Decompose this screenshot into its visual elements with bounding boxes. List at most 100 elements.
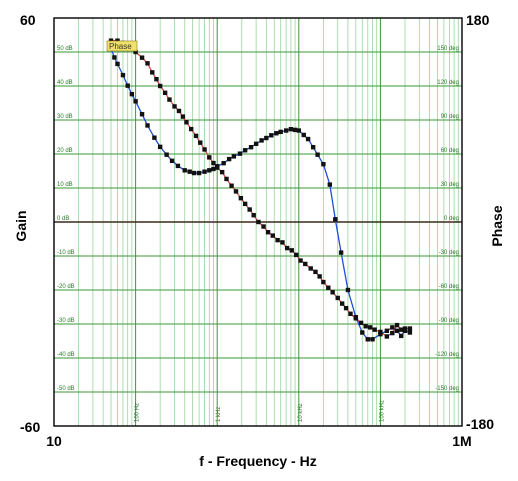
gain-point <box>129 91 135 97</box>
phase-point <box>378 329 383 335</box>
phase-point <box>270 233 275 238</box>
phase-point <box>284 245 290 251</box>
gain-point <box>288 126 294 132</box>
gain-point <box>145 123 150 128</box>
phase-point <box>176 108 182 114</box>
frequency-tick-label: 1 kHz <box>216 407 222 422</box>
gain-point <box>353 315 359 320</box>
phase-point <box>313 269 318 275</box>
phase-point <box>321 279 326 285</box>
gain-tick-label: -50 dB <box>57 386 75 392</box>
phase-tick-label: -120 deg <box>435 352 459 358</box>
gain-point <box>253 141 259 146</box>
phase-tick-label: -90 deg <box>439 318 459 324</box>
gain-point <box>327 182 333 187</box>
plot-frame <box>53 17 463 427</box>
gain-point <box>120 72 126 78</box>
phase-tick-label: -30 deg <box>439 250 459 256</box>
gain-point <box>248 145 254 150</box>
gain-point <box>402 328 408 333</box>
phase-point <box>308 266 313 271</box>
phase-point <box>363 324 368 329</box>
phase-point <box>326 285 331 290</box>
phase-point <box>167 97 172 102</box>
phase-point <box>184 120 189 125</box>
phase-point <box>247 207 252 212</box>
gain-tick-label: 10 dB <box>57 182 73 188</box>
gain-tick-label: -20 dB <box>57 284 75 290</box>
gain-point <box>338 250 344 255</box>
gain-point <box>384 328 390 333</box>
phase-point <box>242 201 248 207</box>
gain-point <box>301 132 306 138</box>
phase-point <box>294 252 299 258</box>
phase-point <box>115 38 120 43</box>
gain-point <box>269 133 274 138</box>
phase-point <box>399 327 404 332</box>
gain-point <box>115 61 120 67</box>
gain-tick-label: 40 dB <box>57 80 73 86</box>
gain-point <box>315 152 320 157</box>
legend: Phase <box>106 40 138 52</box>
y-left-axis-title: Gain <box>13 210 29 241</box>
phase-point <box>162 90 168 95</box>
phase-point <box>298 258 303 263</box>
y-left-top-label: 60 <box>20 12 36 28</box>
y-left-bottom-label: -60 <box>20 419 40 435</box>
phase-tick-label: -150 deg <box>435 386 459 392</box>
phase-point <box>402 326 408 331</box>
gain-point <box>187 169 192 174</box>
phase-point <box>339 301 345 306</box>
gain-point <box>333 217 338 222</box>
gain-point <box>399 333 404 339</box>
phase-point <box>317 274 322 279</box>
phase-point <box>348 311 353 316</box>
phase-point <box>157 83 163 89</box>
gain-tick-label: 0 dB <box>57 216 69 222</box>
frequency-tick-label: 100 kHz <box>379 400 385 422</box>
phase-series-line <box>111 40 410 338</box>
y-right-top-label: 180 <box>466 12 490 28</box>
series-group <box>108 38 413 342</box>
gain-point <box>407 330 413 335</box>
phase-point <box>251 213 256 218</box>
phase-point <box>108 38 114 43</box>
gain-point <box>125 83 130 88</box>
gain-tick-label: -30 dB <box>57 318 75 324</box>
gain-tick-label: 50 dB <box>57 46 73 52</box>
phase-point <box>261 224 266 229</box>
gain-point <box>310 145 316 150</box>
phase-point <box>335 295 340 301</box>
phase-point <box>303 261 308 267</box>
phase-tag-box <box>106 40 138 52</box>
phase-point <box>219 169 225 175</box>
gain-point <box>231 154 237 159</box>
gain-point <box>305 136 311 142</box>
phase-tick-label: 90 deg <box>441 114 459 120</box>
gain-point <box>152 135 157 140</box>
x-right-label: 1M <box>452 433 471 449</box>
gain-point <box>133 99 138 104</box>
gain-point <box>292 127 298 133</box>
gain-point <box>169 158 175 163</box>
phase-tick-label: -60 deg <box>439 284 459 290</box>
gain-point <box>259 138 264 143</box>
phase-point <box>280 240 285 245</box>
gain-point <box>360 330 365 335</box>
phase-point <box>289 248 294 253</box>
gain-point <box>191 170 197 176</box>
phase-point <box>133 49 138 55</box>
gain-point <box>296 128 301 133</box>
phase-point <box>139 55 145 60</box>
gain-point <box>164 152 169 157</box>
gain-point <box>365 337 370 342</box>
phase-tick-label: 0 deg <box>444 216 459 222</box>
phase-point <box>150 70 155 75</box>
phase-point <box>229 183 234 188</box>
gain-point <box>237 151 243 156</box>
x-axis-title: f - Frequency - Hz <box>199 453 316 469</box>
phase-tick-label: 120 deg <box>437 80 459 86</box>
gain-point <box>378 332 383 337</box>
grid <box>54 18 462 426</box>
gain-point <box>157 144 163 150</box>
